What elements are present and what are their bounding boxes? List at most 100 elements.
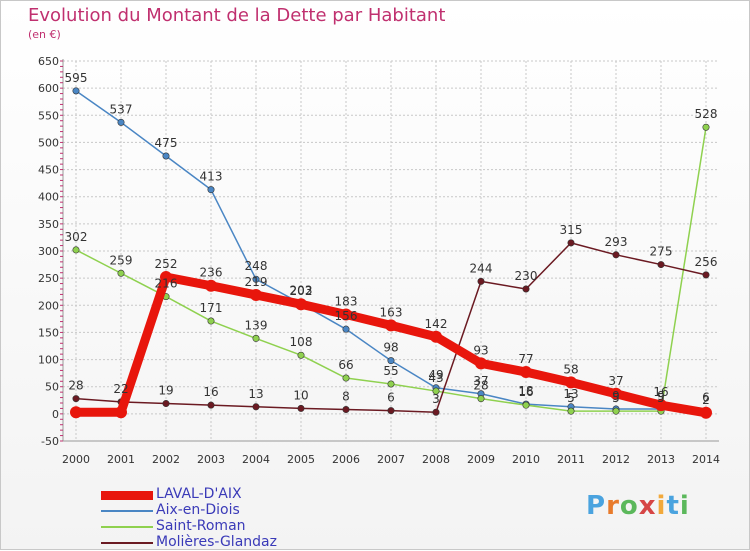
data-point	[207, 186, 215, 194]
y-tick-label: 250	[38, 272, 59, 285]
data-label: 230	[515, 269, 538, 283]
data-label: 413	[200, 170, 223, 184]
data-point	[160, 271, 172, 284]
data-point	[207, 317, 215, 325]
data-label: 58	[563, 362, 578, 376]
y-tick-label: 50	[45, 381, 59, 394]
data-point	[70, 406, 82, 419]
data-point	[72, 87, 80, 95]
data-point	[340, 308, 352, 321]
data-label: 19	[158, 384, 173, 398]
x-tick-label: 2007	[377, 453, 405, 466]
x-tick-label: 2010	[512, 453, 540, 466]
data-label: 259	[110, 253, 133, 267]
data-label: 2	[702, 393, 710, 407]
data-label: 528	[695, 107, 718, 121]
y-tick-label: 350	[38, 218, 59, 231]
data-point	[72, 246, 80, 254]
y-tick-label: 600	[38, 82, 59, 95]
data-point	[162, 152, 170, 160]
data-label: 49	[428, 368, 443, 382]
data-label: 3	[432, 392, 440, 406]
x-tick-label: 2013	[647, 453, 675, 466]
data-label: 18	[518, 384, 533, 398]
data-label: 244	[470, 261, 493, 275]
data-label: 93	[473, 343, 488, 357]
data-point	[655, 399, 667, 412]
data-label: 37	[473, 374, 488, 388]
data-point	[115, 406, 127, 419]
y-tick-label: 200	[38, 299, 59, 312]
data-point	[522, 285, 530, 293]
data-label: 77	[518, 352, 533, 366]
data-label: 13	[248, 387, 263, 401]
x-tick-label: 2001	[107, 453, 135, 466]
data-label: 16	[203, 385, 218, 399]
data-point	[342, 406, 350, 414]
data-point	[432, 387, 440, 395]
chart-legend: LAVAL-D'AIX Aix-en-Diois Saint-Roman Molièr…	[101, 486, 341, 551]
data-label: 6	[702, 391, 710, 405]
legend-label: Aix-en-Diois	[156, 502, 240, 518]
data-point	[387, 407, 395, 415]
data-point	[477, 277, 485, 285]
legend-label: Molières-Glandaz	[156, 534, 277, 550]
data-label: 5	[567, 391, 575, 405]
data-point	[297, 351, 305, 359]
chart-title: Evolution du Montant de la Dette par Hab…	[28, 5, 446, 26]
data-label: 28	[473, 379, 488, 393]
data-label: 8	[342, 390, 350, 404]
data-point	[702, 123, 710, 131]
data-point	[477, 395, 485, 403]
data-point	[252, 275, 260, 283]
data-label: 163	[380, 305, 403, 319]
x-tick-label: 2002	[152, 453, 180, 466]
data-label: 537	[110, 102, 133, 116]
data-point	[610, 387, 622, 400]
data-label: 16	[518, 385, 533, 399]
data-point	[432, 408, 440, 416]
data-point	[342, 374, 350, 382]
x-tick-label: 2005	[287, 453, 315, 466]
y-tick-label: 100	[38, 354, 59, 367]
data-label: 6	[387, 391, 395, 405]
data-label: 256	[695, 255, 718, 269]
data-point	[162, 400, 170, 408]
x-tick-label: 2003	[197, 453, 225, 466]
data-label: 475	[155, 136, 178, 150]
data-label: 22	[113, 382, 128, 396]
data-point	[250, 288, 262, 301]
data-label: 302	[65, 230, 88, 244]
legend-item: Molières-Glandaz	[101, 534, 341, 551]
x-tick-label: 2011	[557, 453, 585, 466]
proxiti-logo: Proxiti	[586, 491, 690, 521]
data-label: 156	[335, 309, 358, 323]
data-label: 183	[335, 295, 358, 309]
data-label: 202	[290, 284, 313, 298]
legend-swatch	[101, 510, 153, 512]
data-point	[385, 319, 397, 332]
data-label: 10	[293, 388, 308, 402]
data-point	[475, 357, 487, 370]
data-point	[387, 380, 395, 388]
data-label: 108	[290, 335, 313, 349]
y-tick-label: 150	[38, 326, 59, 339]
x-tick-label: 2006	[332, 453, 360, 466]
data-point	[612, 407, 620, 415]
data-label: 9	[657, 389, 665, 403]
data-point	[117, 118, 125, 126]
y-tick-label: 300	[38, 245, 59, 258]
data-label: 16	[653, 385, 668, 399]
data-point	[72, 395, 80, 403]
data-label: 43	[428, 371, 443, 385]
data-point	[520, 366, 532, 379]
data-label: 139	[245, 318, 268, 332]
x-tick-label: 2012	[602, 453, 630, 466]
data-label: 98	[383, 341, 398, 355]
data-point	[567, 407, 575, 415]
data-label: 28	[68, 379, 83, 393]
data-point	[205, 279, 217, 292]
data-point	[430, 330, 442, 343]
x-tick-label: 2014	[692, 453, 720, 466]
